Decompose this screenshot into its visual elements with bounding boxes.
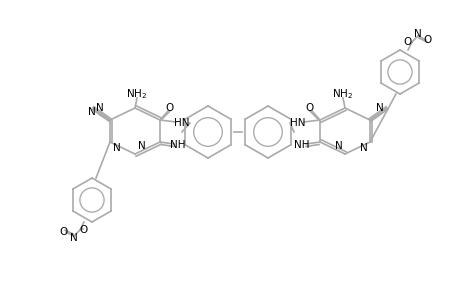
Text: N: N [112,143,120,153]
Text: O: O [80,225,88,235]
Text: O: O [403,37,411,47]
Text: N: N [413,29,421,39]
Text: NH$_2$: NH$_2$ [126,87,147,101]
Text: N: N [359,143,367,153]
Text: N: N [96,103,104,113]
Text: O: O [60,227,68,237]
Text: N: N [70,233,78,243]
Text: NH$_2$: NH$_2$ [332,87,353,101]
Text: NH: NH [170,140,185,150]
Text: O: O [305,103,313,113]
Text: N: N [137,141,145,151]
Text: O: O [423,35,431,45]
Text: N: N [375,103,383,113]
Text: O: O [166,103,174,113]
Text: N: N [88,107,95,117]
Text: HN: HN [174,118,190,128]
Text: HN: HN [290,118,305,128]
Text: N: N [334,141,341,151]
Text: NH: NH [294,140,309,150]
